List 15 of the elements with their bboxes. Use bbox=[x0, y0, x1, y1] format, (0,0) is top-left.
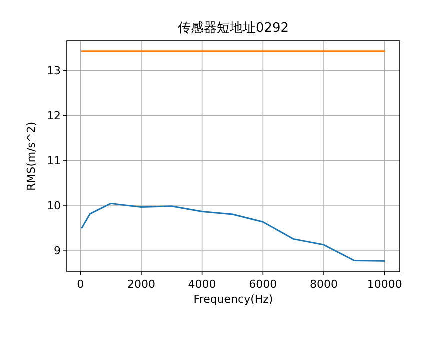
y-axis-title: RMS(m/s^2) bbox=[25, 122, 38, 192]
y-tick-label: 10 bbox=[47, 199, 61, 212]
x-tick-label: 10000 bbox=[367, 278, 402, 291]
x-tick-label: 2000 bbox=[127, 278, 156, 291]
x-axis-title: Frequency(Hz) bbox=[194, 293, 274, 306]
x-tick-label: 6000 bbox=[249, 278, 278, 291]
x-tick-label: 8000 bbox=[310, 278, 338, 291]
y-tick-label: 12 bbox=[47, 110, 61, 123]
x-tick-label: 0 bbox=[77, 278, 84, 291]
x-tick-label: 4000 bbox=[188, 278, 216, 291]
y-tick-label: 13 bbox=[47, 64, 61, 78]
line-series bbox=[81, 202, 386, 262]
y-tick-label: 11 bbox=[47, 154, 61, 168]
y-tick-label: 9 bbox=[54, 244, 61, 258]
chart-title: 传感器短地址0292 bbox=[178, 21, 290, 36]
